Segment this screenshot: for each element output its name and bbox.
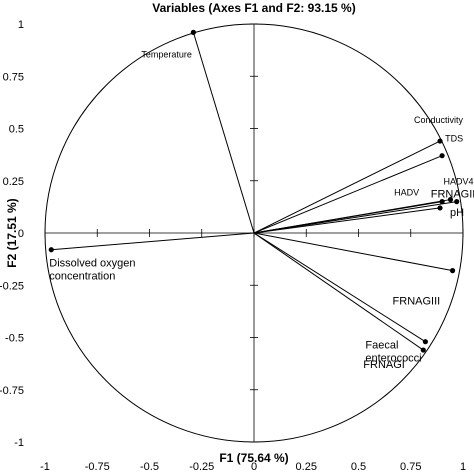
- y-tick-label: 1: [18, 19, 24, 31]
- vector-faecal-enterococci: [253, 232, 426, 343]
- vector-temperature: [192, 32, 255, 234]
- y-axis-label: F2 (17.51 %): [5, 198, 19, 267]
- point-conductivity: [437, 138, 443, 144]
- point-faecal-enterococci: [422, 339, 428, 345]
- label-dissolved-oxygen-concentration: Dissolved oxygen concentration: [49, 258, 135, 283]
- point-frnagii: [454, 199, 460, 205]
- y-tick-label: 0.5: [9, 124, 24, 136]
- x-tick-label: -0.25: [189, 461, 214, 473]
- y-tick-label: -0.5: [5, 333, 24, 345]
- label-frnagiii: FRNAGIII: [393, 296, 441, 308]
- label-faecal-enterococci: Faecal enterococci: [365, 340, 421, 365]
- y-tick-label: -0.75: [0, 385, 24, 397]
- label-frnagi: FRNAGI: [363, 359, 405, 371]
- vector-frnagiii: [253, 232, 453, 272]
- label-conductivity: Conductivity: [414, 115, 464, 125]
- label-frnagii: FRNAGII: [431, 189, 474, 201]
- vector-dissolved-oxygen-concentration: [51, 232, 255, 251]
- y-tick-label: 0.75: [3, 71, 24, 83]
- vector-frnagi: [253, 232, 424, 351]
- vector-tds: [253, 155, 443, 234]
- x-axis-label: F1 (75.64 %): [219, 451, 288, 465]
- x-tick-label: 1: [460, 461, 466, 473]
- y-tick-label: -0.25: [0, 280, 24, 292]
- x-tick-label: -0.75: [85, 461, 110, 473]
- x-tick-label: 0: [251, 461, 257, 473]
- x-tick-label: -1: [40, 461, 50, 473]
- x-tick-label: -0.5: [140, 461, 159, 473]
- point-frnagiii: [449, 268, 456, 274]
- y-tick-label: 0.25: [3, 176, 24, 188]
- label-hadv: HADV: [394, 188, 419, 198]
- chart-title: Variables (Axes F1 and F2: 93.15 %): [152, 1, 355, 15]
- x-tick-label: 0.25: [296, 461, 317, 473]
- vector-conductivity: [253, 140, 441, 234]
- point-dissolved-oxygen-concentration: [48, 247, 54, 253]
- point-temperature: [190, 29, 196, 35]
- x-tick-label: 0.5: [351, 461, 366, 473]
- y-tick-label: -1: [14, 437, 24, 449]
- point-frnagi: [420, 347, 426, 353]
- vector-ph: [253, 207, 441, 234]
- point-hadv: [439, 199, 445, 205]
- point-ph: [437, 205, 443, 211]
- point-hadv41: [447, 196, 454, 203]
- label-temperature: Temperature: [141, 49, 192, 59]
- plot-area: -1 -0.75 -0.5 -0.25 0 0.25 0.5 0.75 1 -1 -0.75 -0.5…: [0, 19, 474, 473]
- y-tick-label: 0: [18, 228, 24, 240]
- vector-hadv: [253, 201, 443, 234]
- label-ph: pH: [450, 207, 464, 219]
- label-tds: TDS: [445, 134, 463, 144]
- x-tick-label: 0.75: [400, 461, 421, 473]
- label-hadv41: HADV41: [443, 177, 474, 187]
- point-tds: [439, 153, 445, 159]
